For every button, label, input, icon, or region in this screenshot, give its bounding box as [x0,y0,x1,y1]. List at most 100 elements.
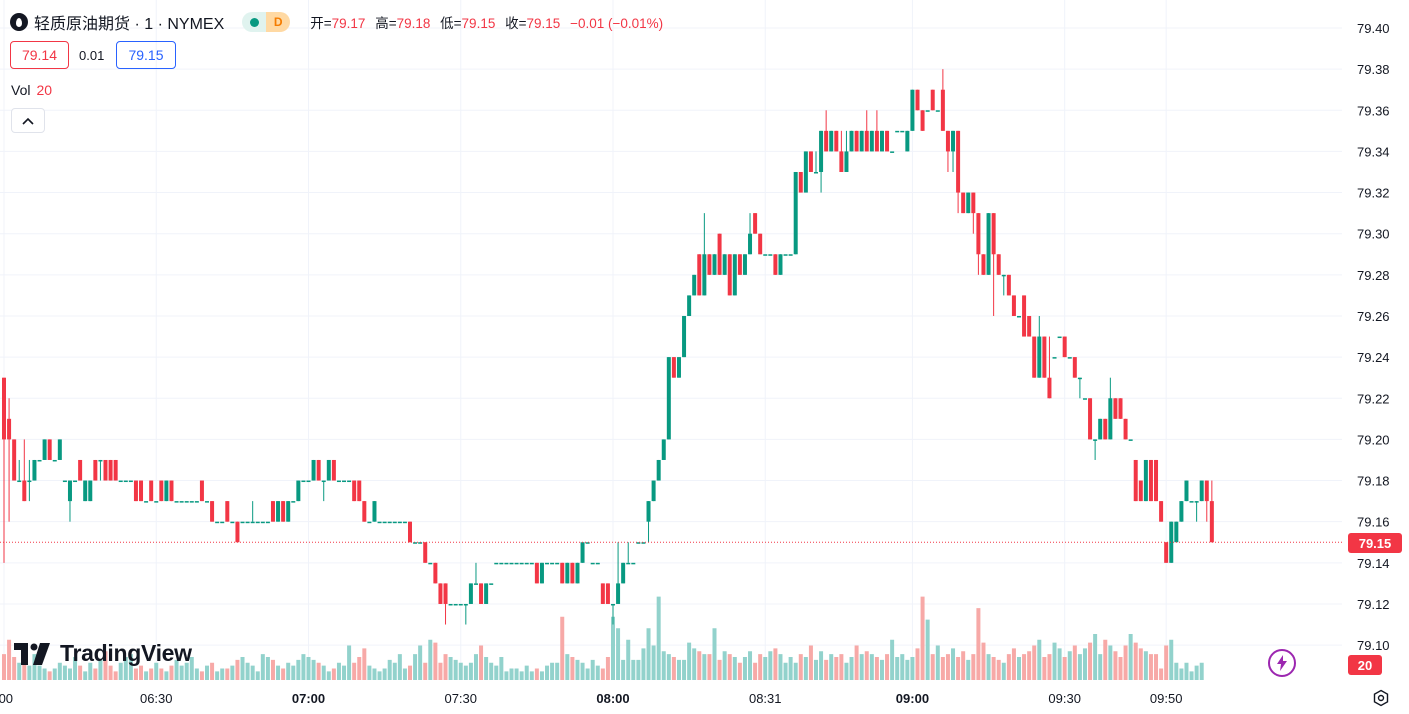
volume-bar [905,659,910,680]
volume-bar [966,659,971,680]
settings-button[interactable] [1371,688,1391,708]
volume-bar [230,665,235,680]
candle-body [331,459,336,481]
candle-body [133,480,138,502]
price-tick-label: 79.28 [1357,268,1390,283]
buy-price-button[interactable]: 79.15 [116,41,176,69]
volume-bar [600,668,605,680]
candle-body [1123,418,1128,440]
volume-bar [1123,645,1128,680]
volume-bar [32,654,37,680]
candle-body [301,480,306,483]
price-tick-label: 79.26 [1357,309,1390,324]
volume-bar [814,659,818,680]
candle-body [418,542,423,544]
volume-bar [479,645,484,680]
volume-bar [910,657,915,680]
volume-bar [763,657,768,680]
volume-legend[interactable]: Vol 20 [11,82,52,98]
candle-body [621,562,626,584]
symbol-title[interactable]: 轻质原油期货 · 1 · NYMEX [34,16,225,33]
volume-bar [1022,654,1027,680]
candle-body [306,480,311,483]
candle-body [768,254,773,256]
candle-body [489,583,494,585]
candle-body [798,171,803,193]
volume-bar [499,657,504,680]
candle-body [580,542,585,563]
time-axis[interactable]: :00 06:30 07:00 07:30 08:00 08:31 09:00 09:30 09… [0,691,1182,706]
last-price-tag: 79.15 [1348,533,1402,553]
volume-bar [1032,645,1037,680]
volume-bar [534,668,539,680]
candle-body [88,480,93,502]
candle-body [1189,501,1194,503]
volume-bar [418,645,423,680]
volume-bar [900,654,905,680]
volume-bar [336,662,341,680]
price-tick-label: 79.20 [1357,432,1390,447]
volume-bar [1133,642,1138,680]
candle-body [316,459,321,481]
volume-bar [1108,645,1113,680]
candle-body [758,233,763,255]
volume-bar [565,654,570,680]
candle-body [83,480,88,502]
volume-bar [798,654,803,680]
volume-bar [707,654,712,680]
volume-bar [205,665,209,680]
candle-body [854,130,859,152]
candle-body [443,583,448,604]
volume-bar [17,662,22,680]
volume-bar [250,665,255,680]
candle-body [966,192,971,214]
candle-body [291,501,296,503]
volume-bar [57,662,62,680]
candle-body [1184,480,1189,502]
price-axis[interactable]: 79.10 79.12 79.14 79.16 79.18 79.20 79.22 79.24… [1357,21,1390,653]
candle-body [971,192,976,214]
volume-bar [174,659,179,680]
volume-bar [347,645,352,680]
volume-bar [945,654,950,680]
candle-body [874,130,879,152]
lightning-button[interactable] [1268,649,1296,677]
volume-bar [37,665,42,680]
candle-body [803,151,808,193]
volume-bar [1128,634,1133,680]
candle-body [1037,336,1042,378]
volume-bar [737,662,742,680]
volume-bar [1077,654,1082,680]
candle-body [128,480,133,483]
candle-body [819,130,824,172]
candle-body [494,562,499,565]
market-status-pill[interactable]: D [242,12,291,32]
time-tick-label: 09:30 [1048,691,1081,706]
volume-bar [788,657,793,680]
volume-bar [88,662,93,680]
candle-body [78,459,83,481]
tradingview-logo[interactable]: TradingView [14,640,192,667]
candle-body [839,151,844,172]
sell-price-button[interactable]: 79.14 [10,41,69,69]
candle-body [1006,274,1011,296]
price-tick-label: 79.22 [1357,391,1390,406]
volume-bar [408,665,412,680]
volume-bar [768,651,773,680]
volume-bar [611,616,615,680]
candle-body [27,480,32,483]
collapse-legend-button[interactable] [11,108,45,133]
volume-bar [930,654,935,680]
candle-body [347,480,352,483]
volume-bar [225,668,230,680]
price-tick-label: 79.24 [1357,350,1390,365]
volume-bar [367,665,372,680]
candle-body [945,130,950,152]
candle-body [311,459,316,481]
candle-body [539,562,544,584]
volume-bar [245,662,250,680]
candle-body [98,459,103,462]
candle-body [890,151,895,153]
volume-bar [458,662,463,680]
